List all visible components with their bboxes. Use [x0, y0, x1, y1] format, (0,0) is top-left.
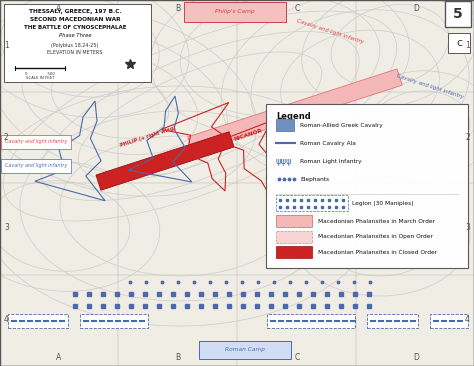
Text: B: B — [175, 4, 181, 13]
Bar — [276, 119, 294, 131]
Polygon shape — [96, 132, 234, 190]
FancyBboxPatch shape — [267, 314, 355, 328]
Text: C: C — [294, 353, 300, 362]
Text: c: c — [456, 38, 462, 48]
Polygon shape — [188, 69, 402, 153]
Text: (Polybius 18.24-25): (Polybius 18.24-25) — [51, 43, 99, 48]
Text: 0                500: 0 500 — [25, 72, 55, 76]
Text: Cavalry and light infantry: Cavalry and light infantry — [296, 18, 364, 44]
Text: ψψψ: ψψψ — [276, 157, 292, 165]
FancyBboxPatch shape — [266, 104, 468, 268]
Text: SCALE IN FEET: SCALE IN FEET — [26, 76, 55, 80]
Text: Phase Three: Phase Three — [59, 33, 91, 38]
Text: 4: 4 — [4, 314, 9, 324]
FancyBboxPatch shape — [445, 1, 471, 27]
Text: 5: 5 — [453, 7, 463, 21]
FancyBboxPatch shape — [199, 341, 291, 359]
Text: (doubled and closed to ruins): (doubled and closed to ruins) — [119, 151, 177, 173]
FancyBboxPatch shape — [448, 33, 470, 53]
Text: A: A — [56, 4, 62, 13]
Text: Macedonian Phalanxites in Open Order: Macedonian Phalanxites in Open Order — [318, 234, 433, 239]
Text: PHILIP (+ right wing): PHILIP (+ right wing) — [119, 125, 176, 148]
Text: 3: 3 — [4, 224, 9, 232]
Text: 2: 2 — [4, 132, 9, 142]
Text: Philip's Camp: Philip's Camp — [215, 10, 255, 15]
Bar — [276, 231, 312, 243]
Text: Macedonian Phalanxites in Closed Order: Macedonian Phalanxites in Closed Order — [318, 250, 437, 254]
Text: Elephants: Elephants — [300, 176, 329, 182]
Bar — [276, 216, 312, 227]
Text: THESSALY, GREECE, 197 B.C.: THESSALY, GREECE, 197 B.C. — [28, 9, 121, 14]
Bar — [276, 246, 312, 258]
FancyBboxPatch shape — [8, 314, 68, 328]
Text: 1: 1 — [4, 41, 9, 51]
Text: Cavalry and light infantry: Cavalry and light infantry — [396, 73, 464, 99]
FancyBboxPatch shape — [80, 314, 148, 328]
Text: C: C — [294, 4, 300, 13]
FancyBboxPatch shape — [367, 314, 418, 328]
Text: Roman Light Infantry: Roman Light Infantry — [300, 158, 362, 164]
FancyBboxPatch shape — [4, 4, 151, 82]
Text: ELEVATION IN METERS: ELEVATION IN METERS — [47, 50, 103, 55]
FancyBboxPatch shape — [430, 314, 468, 328]
FancyBboxPatch shape — [1, 159, 71, 173]
Text: Macedonian Phalanxites in March Order: Macedonian Phalanxites in March Order — [318, 219, 435, 224]
Text: D: D — [413, 353, 419, 362]
Text: NICANOR: NICANOR — [233, 128, 263, 142]
Text: D: D — [413, 4, 419, 13]
FancyBboxPatch shape — [1, 135, 71, 149]
Text: Roman Cavalry Ala: Roman Cavalry Ala — [300, 141, 356, 146]
Text: 4: 4 — [465, 314, 470, 324]
Text: Roman-Allied Greek Cavalry: Roman-Allied Greek Cavalry — [300, 123, 383, 127]
Text: Cavalry and light infantry: Cavalry and light infantry — [5, 139, 67, 145]
Text: Cavalry and light infantry: Cavalry and light infantry — [5, 164, 67, 168]
Text: THE BATTLE OF CYNOSCEPHALAE: THE BATTLE OF CYNOSCEPHALAE — [24, 25, 126, 30]
Bar — [276, 195, 348, 212]
Text: Legend: Legend — [276, 112, 311, 121]
Text: Legion (30 Maniples): Legion (30 Maniples) — [352, 201, 414, 206]
Text: 2: 2 — [465, 132, 470, 142]
Text: Roman Camp: Roman Camp — [225, 347, 265, 352]
Text: SECOND MACEDONIAN WAR: SECOND MACEDONIAN WAR — [30, 17, 120, 22]
FancyBboxPatch shape — [184, 2, 286, 22]
Text: 3: 3 — [465, 224, 470, 232]
Text: B: B — [175, 353, 181, 362]
Text: A: A — [56, 353, 62, 362]
Text: 1: 1 — [465, 41, 470, 51]
